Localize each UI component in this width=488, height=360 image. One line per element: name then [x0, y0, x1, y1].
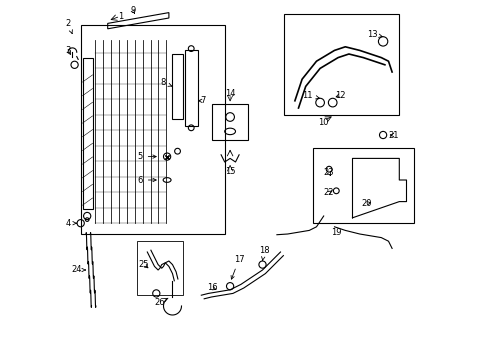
Text: 24: 24 — [72, 266, 85, 275]
Text: 16: 16 — [206, 284, 217, 292]
Text: 4: 4 — [65, 219, 76, 228]
Text: 20: 20 — [361, 199, 371, 208]
Text: 3: 3 — [65, 46, 71, 55]
Text: 6: 6 — [137, 176, 156, 185]
Text: 19: 19 — [330, 228, 341, 237]
Text: 23: 23 — [323, 168, 334, 177]
Bar — [212, 104, 247, 140]
Text: 7: 7 — [198, 96, 205, 105]
Text: 18: 18 — [259, 246, 269, 260]
Bar — [136, 241, 183, 295]
Text: 8: 8 — [161, 78, 171, 87]
Bar — [82, 58, 92, 209]
Bar — [312, 148, 413, 223]
Text: 17: 17 — [231, 255, 244, 279]
Text: 12: 12 — [334, 91, 345, 100]
Text: 13: 13 — [366, 30, 382, 39]
Text: 10: 10 — [318, 118, 328, 127]
Bar — [172, 54, 182, 119]
Text: 21: 21 — [388, 131, 398, 140]
Text: 15: 15 — [224, 166, 235, 176]
Text: 2: 2 — [65, 19, 72, 33]
Text: 14: 14 — [224, 89, 235, 98]
Text: 1: 1 — [118, 12, 122, 21]
Bar — [185, 50, 197, 126]
Text: 11: 11 — [302, 91, 319, 100]
Bar — [284, 14, 399, 115]
Text: 5: 5 — [137, 152, 156, 161]
Text: 26: 26 — [154, 298, 168, 307]
Text: 9: 9 — [130, 6, 135, 15]
Bar — [81, 25, 224, 234]
Text: 25: 25 — [138, 260, 149, 269]
Text: 22: 22 — [323, 188, 334, 197]
